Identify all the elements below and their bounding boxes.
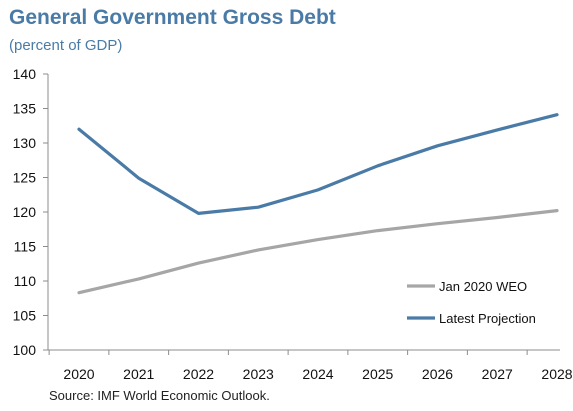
series-line-2 xyxy=(77,113,559,215)
y-tick-label: 105 xyxy=(13,308,37,324)
legend-label: Latest Projection xyxy=(439,311,536,326)
legend: Jan 2020 WEO Latest Projection xyxy=(407,279,536,326)
chart-subtitle: (percent of GDP) xyxy=(9,37,123,54)
x-tick-label: 2021 xyxy=(123,366,154,382)
y-tick-label: 140 xyxy=(13,66,37,82)
series-line-1 xyxy=(77,209,559,295)
x-tick-label: 2024 xyxy=(302,366,333,382)
x-tick-label: 2028 xyxy=(541,366,572,382)
y-axis: 100 105 110 115 120 125 130 135 140 xyxy=(13,66,49,358)
x-tick-label: 2026 xyxy=(422,366,453,382)
y-tick-label: 120 xyxy=(13,204,37,220)
y-tick-label: 115 xyxy=(14,239,37,255)
x-tick-label: 2023 xyxy=(243,366,274,382)
x-tick-label: 2025 xyxy=(362,366,393,382)
x-tick-label: 2020 xyxy=(63,366,94,382)
source-note: Source: IMF World Economic Outlook. xyxy=(49,388,270,403)
x-tick-label: 2027 xyxy=(482,366,513,382)
x-tick-label: 2022 xyxy=(183,366,214,382)
x-axis: 2020 2021 2022 2023 2024 2025 2026 2027 2028 xyxy=(48,349,573,382)
legend-label: Jan 2020 WEO xyxy=(439,279,527,294)
y-tick-label: 100 xyxy=(13,342,37,358)
series-layer xyxy=(77,113,559,295)
y-tick-label: 135 xyxy=(13,101,37,117)
y-tick-label: 110 xyxy=(14,273,37,289)
chart-title: General Government Gross Debt xyxy=(9,6,336,29)
y-tick-label: 130 xyxy=(13,135,37,151)
y-tick-label: 125 xyxy=(13,170,37,186)
